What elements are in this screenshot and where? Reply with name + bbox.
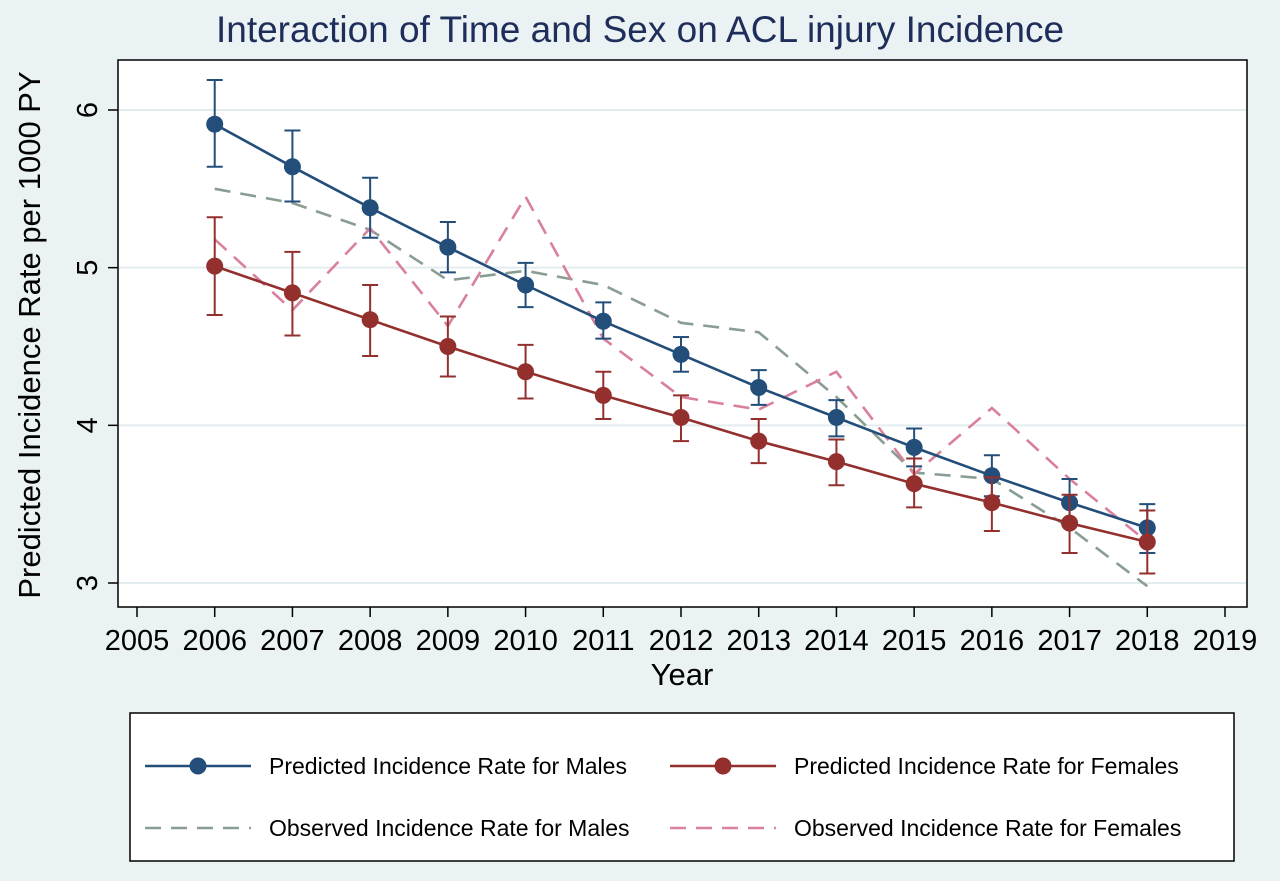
data-point xyxy=(594,312,612,330)
x-tick-label: 2006 xyxy=(182,625,247,657)
data-point xyxy=(983,494,1001,512)
series-1 xyxy=(206,216,1156,575)
data-point xyxy=(827,453,845,471)
legend-label: Observed Incidence Rate for Females xyxy=(794,815,1181,841)
legend-marker xyxy=(714,757,732,775)
legend-label: Predicted Incidence Rate for Females xyxy=(794,753,1179,779)
data-point xyxy=(905,475,923,493)
data-point xyxy=(827,408,845,426)
data-point xyxy=(283,284,301,302)
x-tick-label: 2008 xyxy=(338,625,403,657)
legend-item-1: Predicted Incidence Rate for Females xyxy=(670,753,1179,779)
y-tick-label: 3 xyxy=(72,575,104,591)
x-tick-label: 2015 xyxy=(882,625,947,657)
x-axis-label: Year xyxy=(651,657,714,692)
x-tick-label: 2018 xyxy=(1115,625,1180,657)
x-tick-label: 2010 xyxy=(493,625,558,657)
data-point xyxy=(361,311,379,329)
data-point xyxy=(983,467,1001,485)
legend-label: Predicted Incidence Rate for Males xyxy=(269,753,627,779)
data-point xyxy=(517,276,535,294)
data-point xyxy=(361,199,379,217)
x-tick-label: 2017 xyxy=(1037,625,1102,657)
y-tick-label: 6 xyxy=(72,102,104,118)
chart-title: Interaction of Time and Sex on ACL injur… xyxy=(216,9,1064,50)
data-point xyxy=(672,345,690,363)
legend-item-3: Observed Incidence Rate for Females xyxy=(670,815,1181,841)
legend-label: Observed Incidence Rate for Males xyxy=(269,815,630,841)
legend-item-0: Predicted Incidence Rate for Males xyxy=(145,753,627,779)
data-point xyxy=(750,432,768,450)
x-tick-label: 2013 xyxy=(726,625,791,657)
data-point xyxy=(1138,533,1156,551)
data-point xyxy=(750,378,768,396)
x-tick-label: 2012 xyxy=(649,625,714,657)
x-tick-label: 2011 xyxy=(572,625,634,657)
plot-area xyxy=(117,59,1248,608)
data-point xyxy=(206,257,224,275)
y-axis: 3 4 5 6 xyxy=(72,102,118,591)
x-axis: 2005 2006 2007 2008 2009 2010 2011 2012 2013 2014… xyxy=(105,607,1258,657)
y-tick-label: 4 xyxy=(72,417,104,433)
data-point xyxy=(439,238,457,256)
legend-marker xyxy=(189,757,207,775)
legend-box xyxy=(129,712,1235,862)
data-point xyxy=(905,438,923,456)
data-point xyxy=(439,338,457,355)
x-tick-label: 2009 xyxy=(416,625,481,657)
data-point xyxy=(283,158,301,176)
x-tick-label: 2019 xyxy=(1193,625,1258,657)
x-tick-label: 2016 xyxy=(960,625,1025,657)
legend-item-2: Observed Incidence Rate for Males xyxy=(145,815,630,841)
data-point xyxy=(1061,514,1079,532)
data-point xyxy=(517,363,535,381)
data-point xyxy=(672,408,690,426)
x-tick-label: 2007 xyxy=(260,625,325,657)
legend: Predicted Incidence Rate for Males Predic… xyxy=(145,753,1181,841)
data-point xyxy=(206,115,224,133)
x-tick-label: 2005 xyxy=(105,625,170,657)
y-axis-label: Predicted Incidence Rate per 1000 PY xyxy=(12,71,47,598)
x-tick-label: 2014 xyxy=(804,625,869,657)
data-point xyxy=(594,386,612,404)
series-layer xyxy=(206,79,1156,588)
y-tick-label: 5 xyxy=(72,260,104,276)
